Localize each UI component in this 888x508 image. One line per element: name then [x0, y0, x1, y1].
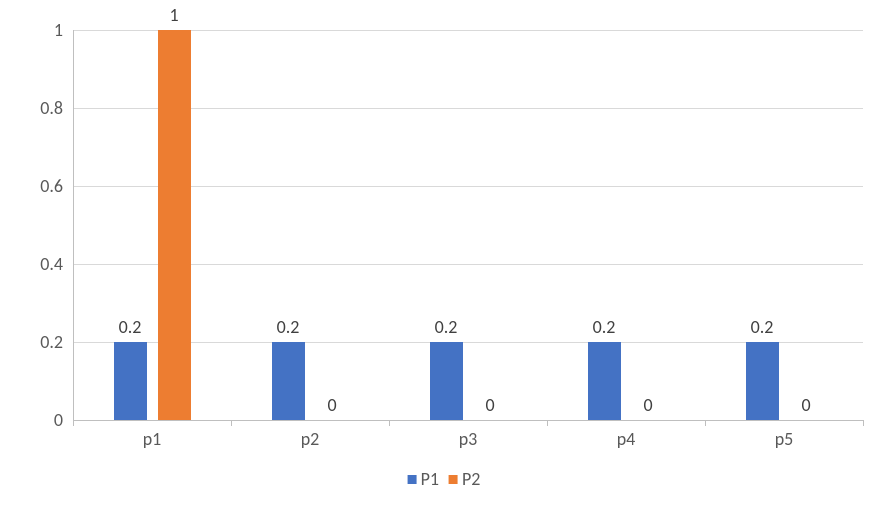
- x-tick-label: p4: [617, 420, 636, 450]
- y-axis-line: [73, 30, 74, 420]
- bar: [272, 342, 305, 420]
- x-tick-label: p5: [775, 420, 794, 450]
- y-tick-label: 0.2: [40, 331, 73, 353]
- x-tick-mark: [389, 420, 390, 426]
- x-tick-label: p1: [143, 420, 162, 450]
- bar-value-label: 0.2: [593, 316, 616, 338]
- legend-swatch: [408, 475, 417, 484]
- bar: [588, 342, 621, 420]
- legend: P1 P2: [408, 468, 481, 490]
- bar: [114, 342, 147, 420]
- gridline: [73, 264, 863, 265]
- bar-value-label: 0.2: [751, 316, 774, 338]
- legend-swatch: [449, 475, 458, 484]
- legend-item: P2: [449, 468, 480, 490]
- bar: [430, 342, 463, 420]
- bar: [158, 30, 191, 420]
- bar-value-label: 0: [801, 394, 810, 416]
- x-tick-mark: [231, 420, 232, 426]
- y-tick-label: 0: [54, 409, 73, 431]
- y-tick-label: 0.8: [40, 97, 73, 119]
- legend-label: P1: [421, 468, 439, 490]
- bar-chart: 0 0.2 0.4 0.6 0.8 1 p1 0.2 1 p2 0.2 0 p3 0.2 0 p4 0.2 0 p5…: [0, 0, 888, 508]
- gridline: [73, 342, 863, 343]
- bar-value-label: 0: [327, 394, 336, 416]
- plot-area: 00.20.40.60.81p10.21p20.20p30.20p40.20p5…: [73, 30, 863, 420]
- legend-item: P1: [408, 468, 439, 490]
- gridline: [73, 108, 863, 109]
- bar-value-label: 0: [485, 394, 494, 416]
- gridline: [73, 186, 863, 187]
- bar-value-label: 0.2: [277, 316, 300, 338]
- x-tick-mark: [547, 420, 548, 426]
- x-tick-label: p2: [301, 420, 320, 450]
- bar-value-label: 1: [169, 4, 178, 26]
- y-tick-label: 1: [54, 19, 73, 41]
- bar-value-label: 0.2: [119, 316, 142, 338]
- x-tick-mark: [705, 420, 706, 426]
- gridline: [73, 30, 863, 31]
- x-tick-mark: [863, 420, 864, 426]
- legend-label: P2: [462, 468, 480, 490]
- x-tick-mark: [73, 420, 74, 426]
- bar: [746, 342, 779, 420]
- y-tick-label: 0.4: [40, 253, 73, 275]
- x-tick-label: p3: [459, 420, 478, 450]
- y-tick-label: 0.6: [40, 175, 73, 197]
- bar-value-label: 0.2: [435, 316, 458, 338]
- bar-value-label: 0: [643, 394, 652, 416]
